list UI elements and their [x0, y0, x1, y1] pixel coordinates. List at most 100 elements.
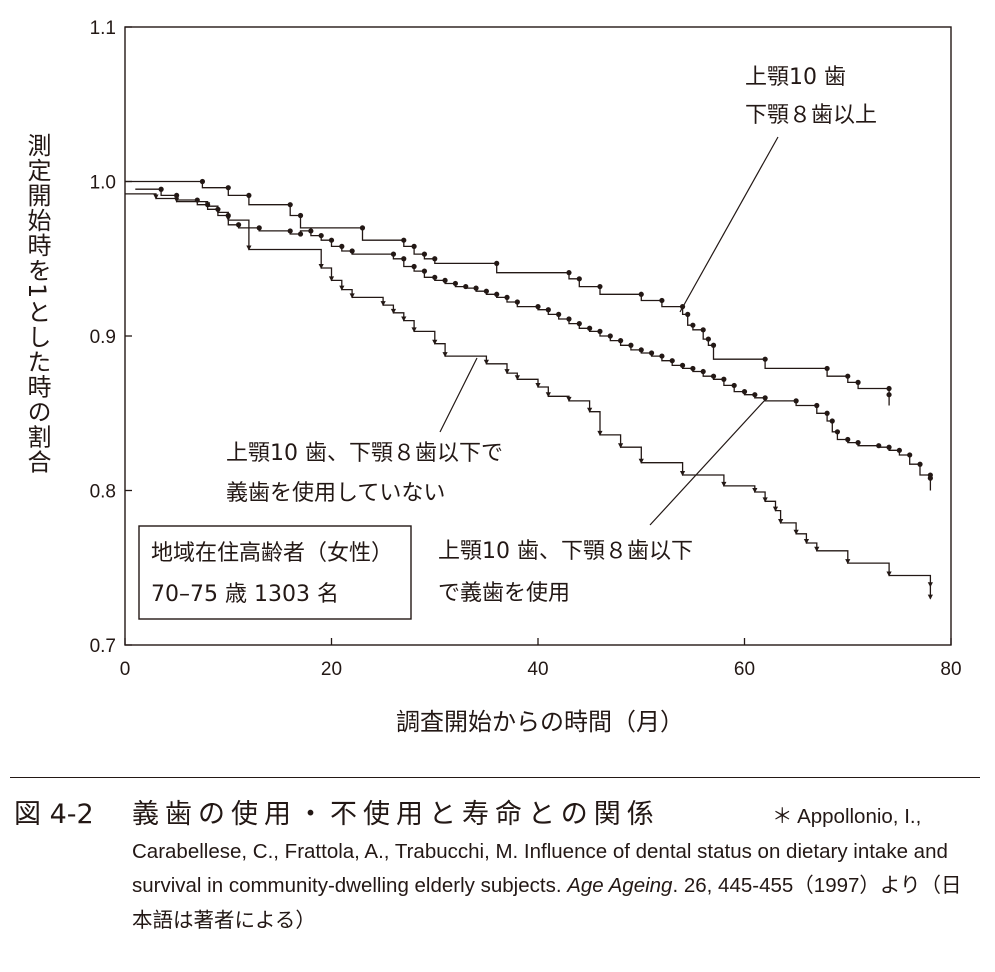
series-2-point — [287, 228, 293, 234]
series-1-point — [638, 291, 644, 297]
series-2-point — [886, 444, 892, 450]
x-tick-label: 0 — [120, 659, 131, 680]
series-3-point — [514, 375, 520, 381]
series-2-point — [587, 325, 593, 331]
series-2-point — [421, 268, 428, 274]
series-1-point — [705, 336, 711, 342]
series-label-line: 下顎８歯以上 — [745, 103, 877, 128]
series-label-line: で義歯を使用 — [438, 581, 570, 606]
series-1-point — [199, 178, 206, 185]
series-2-point — [618, 338, 624, 344]
series-2-point — [721, 376, 727, 382]
series-2-point — [710, 373, 717, 379]
series-3-point — [845, 559, 851, 565]
series-2-point — [174, 192, 180, 199]
series-2-point — [741, 389, 748, 395]
leader-line — [679, 136, 779, 313]
series-1-point — [225, 185, 231, 191]
y-tick-label: 0.7 — [90, 636, 116, 657]
series-2-point — [158, 186, 164, 192]
series-3-point — [153, 194, 159, 200]
series-label-line: 義歯を使用していない — [226, 481, 445, 506]
series-3-point — [927, 582, 933, 588]
series-3-point — [504, 369, 510, 375]
population-box: 地域在住高齢者（女性） 70–75 歳 1303 名 — [138, 525, 412, 620]
series-2-point — [545, 307, 551, 313]
series-2-point — [339, 243, 345, 249]
series-2-point — [834, 429, 841, 435]
series-2-point — [349, 248, 355, 254]
series-2-point — [829, 418, 835, 424]
series-2-point — [401, 256, 407, 262]
series-1 — [125, 178, 892, 406]
series-layer — [125, 178, 933, 600]
series-2-point — [432, 274, 438, 280]
series-3-point — [174, 197, 180, 203]
series-2-point — [494, 291, 500, 297]
series-3-point — [679, 471, 686, 477]
series-3-point — [432, 339, 438, 345]
population-box-line-2: 70–75 歳 1303 名 — [151, 582, 339, 607]
series-2-point — [628, 342, 634, 348]
series-2-point — [597, 328, 603, 334]
series-2-point — [504, 294, 510, 300]
series-3-line — [125, 193, 932, 599]
series-2-point — [917, 461, 923, 467]
x-axis-label: 調査開始からの時間（月） — [396, 708, 684, 736]
series-3-point — [246, 245, 252, 251]
axis-ticks: 0 20 40 60 80 0.7 0.8 0.9 1.0 1.1 — [90, 18, 962, 680]
series-1-point — [685, 311, 691, 317]
series-1-point — [401, 237, 407, 243]
series-2-point — [638, 347, 644, 353]
series-3-point — [793, 529, 799, 535]
series-2-point — [855, 440, 861, 446]
population-box-line-1: 地域在住高齢者（女性） — [151, 541, 393, 566]
x-tick-label: 20 — [321, 659, 342, 680]
reference-suffix: . 26, 445-455（1997）より（日本語は著者による） — [132, 874, 962, 932]
figure-title: 義歯の使用・不使用と寿命との関係 — [132, 799, 660, 830]
series-3-point — [618, 443, 624, 449]
series-2-point — [824, 410, 830, 416]
series-3-point — [772, 506, 779, 512]
series-2-point — [473, 285, 479, 291]
series-2-point — [659, 353, 665, 359]
series-3-point — [411, 327, 417, 333]
series-2-point — [648, 350, 655, 356]
series-2-point — [876, 443, 882, 449]
series-2-point — [390, 251, 397, 257]
leader-line — [649, 399, 766, 526]
series-1-point — [432, 256, 438, 262]
series-2-point — [556, 311, 562, 317]
series-label-line: 上顎10 歯、下顎８歯以下で — [226, 441, 503, 466]
series-2-point — [607, 333, 613, 339]
series-2-point — [700, 368, 706, 375]
series-2-point — [762, 395, 768, 401]
series-2-point — [845, 436, 851, 443]
series-2-point — [235, 222, 242, 228]
series-2-point — [535, 304, 541, 310]
series-1-point — [762, 356, 768, 362]
reference-text: ＊ Appollonio, I., Carabellese, C., Fratt… — [132, 800, 974, 938]
y-tick-label: 1.0 — [90, 173, 116, 194]
series-3-point — [328, 276, 335, 282]
series-3-point — [215, 208, 221, 214]
series-1-point — [659, 297, 665, 304]
series-2-point — [318, 232, 324, 239]
series-1-point — [845, 373, 851, 379]
series-3-point — [483, 359, 489, 365]
series-3-point — [566, 396, 572, 402]
series-2-point — [442, 277, 448, 283]
survival-chart: 0 20 40 60 80 0.7 0.8 0.9 1.0 1.1 上顎10 歯下顎８歯以上上顎1… — [90, 18, 962, 680]
series-2-point — [927, 475, 933, 481]
series-label-line: 上顎10 歯、下顎８歯以下 — [438, 539, 693, 564]
series-1-point — [855, 379, 861, 385]
series-1-point — [411, 243, 417, 249]
series-3-point — [587, 407, 593, 413]
series-3-point — [545, 392, 551, 398]
series-2-point — [566, 316, 572, 322]
series-3-point — [442, 352, 448, 358]
